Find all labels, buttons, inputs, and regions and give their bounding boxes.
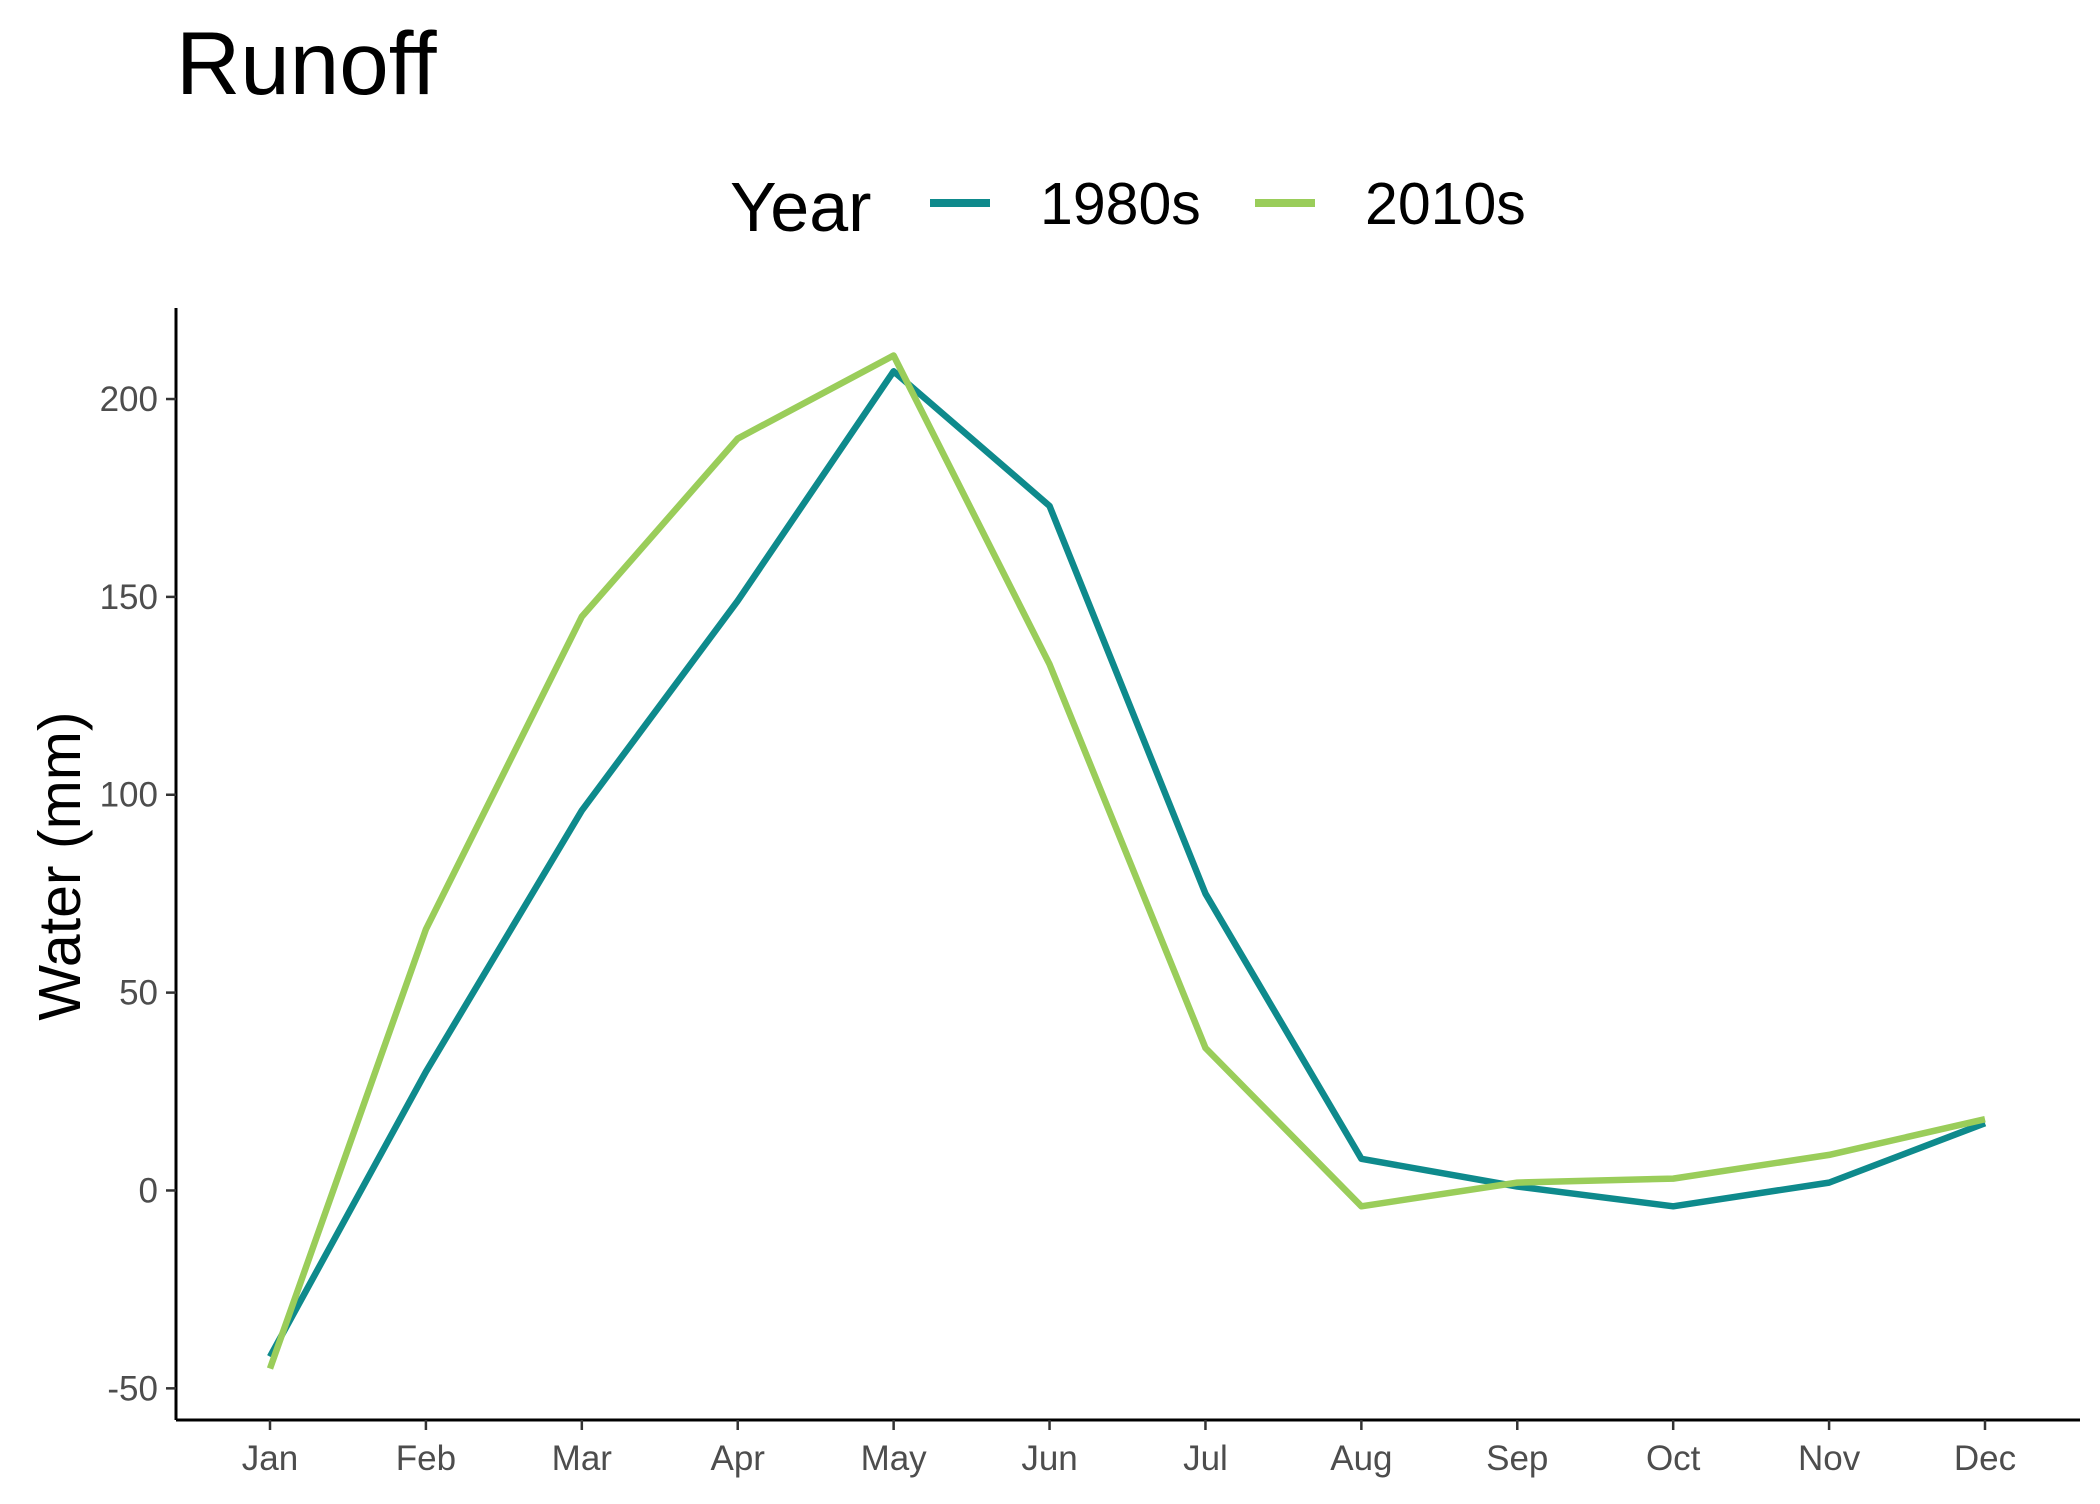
y-tick-label: 50 [119,974,158,1013]
legend: Year 1980s 2010s [730,168,1526,246]
x-tick-label: Jan [242,1439,298,1478]
chart-title: Runoff [176,13,437,113]
x-tick-label: Sep [1486,1439,1548,1478]
x-tick-label: May [861,1439,928,1478]
y-tick-label: 150 [100,578,158,617]
x-tick-label: Dec [1954,1439,2016,1478]
x-tick-label: Oct [1646,1439,1701,1478]
legend-label-2010s: 2010s [1365,171,1526,237]
x-tick-label: Jul [1183,1439,1228,1478]
y-tick-label: -50 [107,1369,158,1408]
y-tick-label: 200 [100,380,158,419]
x-tick-label: Nov [1798,1439,1861,1478]
x-tick-label: Mar [552,1439,613,1478]
series-line-1980s [267,368,1987,1359]
y-tick-label: 100 [100,776,158,815]
x-tick-label: Apr [710,1439,765,1478]
legend-title: Year [730,168,871,246]
x-tick-label: Aug [1330,1439,1392,1478]
x-tick-label: Jun [1021,1439,1077,1478]
y-axis-title: Water (mm) [27,711,93,1020]
x-tick-label: Feb [396,1439,456,1478]
legend-label-1980s: 1980s [1040,171,1201,237]
y-tick-label: 0 [139,1171,158,1210]
series-line-2010s [266,352,1986,1370]
